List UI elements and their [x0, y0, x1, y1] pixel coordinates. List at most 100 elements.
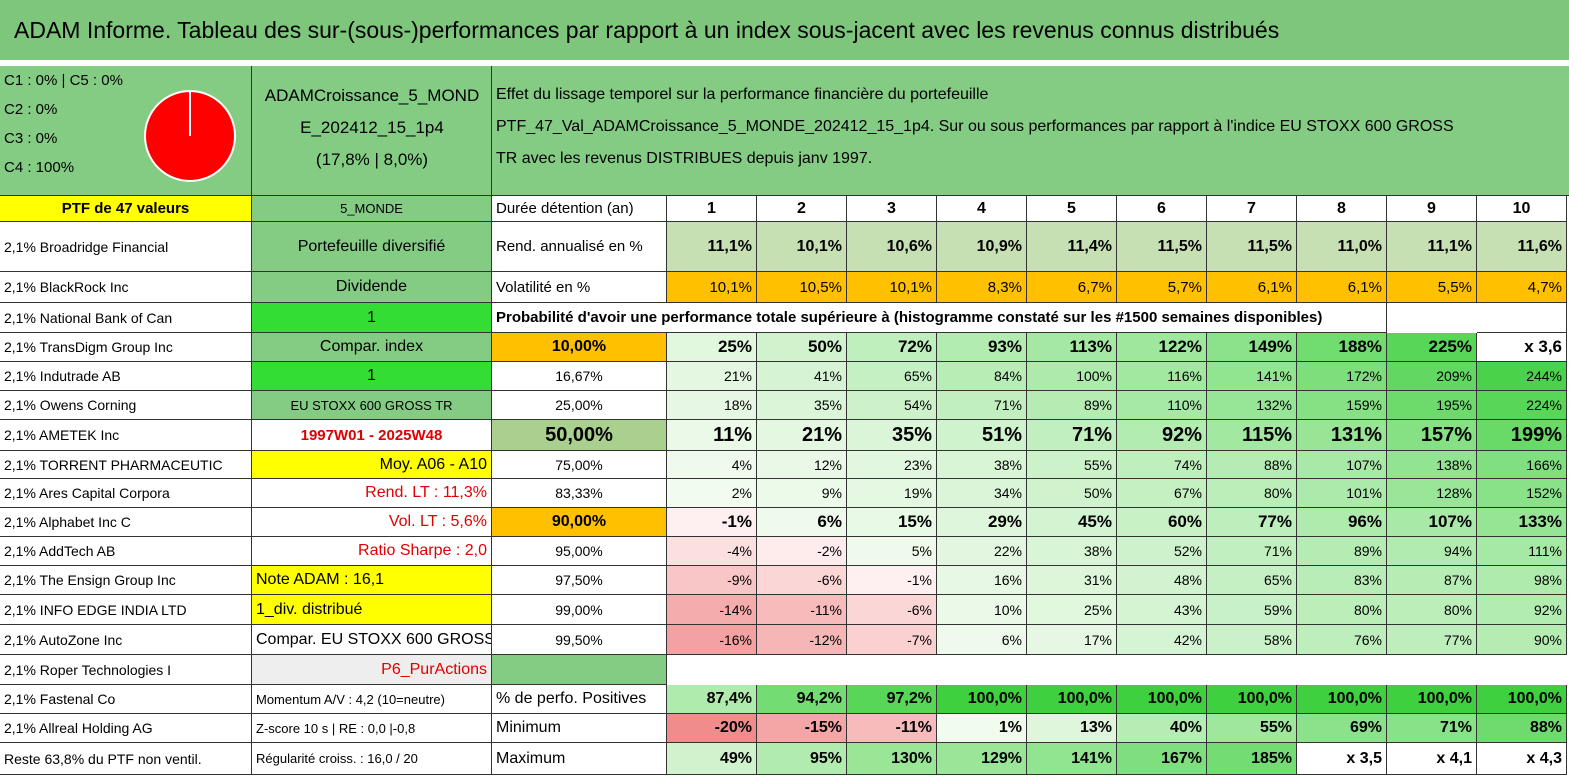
probability-value: 59% — [1207, 595, 1297, 625]
row-label: Durée détention (an) — [492, 196, 667, 222]
probability-value: 50% — [1027, 479, 1117, 508]
return-value: 11,0% — [1297, 222, 1387, 272]
probability-value: 35% — [847, 420, 937, 451]
year-header: 2 — [757, 196, 847, 222]
probability-value: 100% — [1027, 362, 1117, 391]
probability-value: 77% — [1387, 625, 1477, 655]
maximum-value: 95% — [757, 743, 847, 775]
volatility-value: 10,1% — [847, 272, 937, 303]
probability-value: 88% — [1207, 451, 1297, 479]
year-header: 3 — [847, 196, 937, 222]
maximum-value: 167% — [1117, 743, 1207, 775]
holding-name: 2,1% TORRENT PHARMACEUTIC — [0, 451, 252, 479]
threshold: 83,33% — [492, 479, 667, 508]
allocation-line: C3 : 0% — [4, 130, 58, 147]
probability-value: 122% — [1117, 333, 1207, 362]
minimum-value: 71% — [1387, 714, 1477, 743]
probability-value: 72% — [847, 333, 937, 362]
probability-value: 166% — [1477, 451, 1567, 479]
probability-value: -2% — [757, 537, 847, 566]
minimum-value: 1% — [937, 714, 1027, 743]
probability-value: 188% — [1297, 333, 1387, 362]
positive-value: 100,0% — [1297, 685, 1387, 714]
probability-value: 131% — [1297, 420, 1387, 451]
holding-name: Reste 63,8% du PTF non ventil. — [0, 743, 252, 775]
probability-value: 152% — [1477, 479, 1567, 508]
minimum-value: -15% — [757, 714, 847, 743]
description-line: TR avec les revenus DISTRIBUES depuis ja… — [496, 150, 873, 167]
year-header: 8 — [1297, 196, 1387, 222]
volatility-value: 10,5% — [757, 272, 847, 303]
side-info: 1997W01 - 2025W48 — [252, 420, 492, 451]
volatility-value: 6,7% — [1027, 272, 1117, 303]
probability-value: 51% — [937, 420, 1027, 451]
positive-value: 94,2% — [757, 685, 847, 714]
probability-value: 159% — [1297, 391, 1387, 420]
holding-name: 2,1% AMETEK Inc — [0, 420, 252, 451]
row-label: Minimum — [492, 714, 667, 743]
volatility-value: 8,3% — [937, 272, 1027, 303]
side-info: 1 — [252, 303, 492, 333]
threshold: 75,00% — [492, 451, 667, 479]
probability-value: -7% — [847, 625, 937, 655]
allocation-line: C2 : 0% — [4, 101, 58, 118]
probability-value: 9% — [757, 479, 847, 508]
side-info: Ratio Sharpe : 2,0 — [252, 537, 492, 566]
probability-value: 244% — [1477, 362, 1567, 391]
description-cell — [492, 66, 1569, 196]
side-info: EU STOXX 600 GROSS TR — [252, 391, 492, 420]
row-label: Volatilité en % — [492, 272, 667, 303]
probability-value: 92% — [1117, 420, 1207, 451]
positive-value: 100,0% — [1027, 685, 1117, 714]
probability-value: 90% — [1477, 625, 1567, 655]
probability-value: 4% — [667, 451, 757, 479]
year-header: 1 — [667, 196, 757, 222]
volatility-value: 5,5% — [1387, 272, 1477, 303]
probability-value: 110% — [1117, 391, 1207, 420]
maximum-value: 130% — [847, 743, 937, 775]
holding-name: 2,1% INFO EDGE INDIA LTD — [0, 595, 252, 625]
title: ADAM Informe. Tableau des sur-(sous-)per… — [14, 17, 1280, 43]
return-value: 10,9% — [937, 222, 1027, 272]
probability-value: 77% — [1207, 508, 1297, 537]
empty-cell — [492, 655, 667, 685]
side-info: 1_div. distribué — [252, 595, 492, 625]
probability-value: 15% — [847, 508, 937, 537]
return-value: 11,6% — [1477, 222, 1567, 272]
positive-value: 100,0% — [937, 685, 1027, 714]
allocation-line: C1 : 0% | C5 : 0% — [4, 72, 123, 89]
probability-value: 98% — [1477, 566, 1567, 595]
probability-value: 18% — [667, 391, 757, 420]
side-info: Régularité croiss. : 16,0 / 20 — [252, 743, 492, 775]
probability-value: 50% — [757, 333, 847, 362]
volatility-value: 10,1% — [667, 272, 757, 303]
probability-value: 52% — [1117, 537, 1207, 566]
probability-value: 42% — [1117, 625, 1207, 655]
probability-value: 25% — [667, 333, 757, 362]
probability-value: 133% — [1477, 508, 1567, 537]
probability-value: 41% — [757, 362, 847, 391]
probability-value: 101% — [1297, 479, 1387, 508]
threshold: 50,00% — [492, 420, 667, 451]
probability-value: 157% — [1387, 420, 1477, 451]
probability-value: 115% — [1207, 420, 1297, 451]
positive-value: 100,0% — [1207, 685, 1297, 714]
probability-value: 58% — [1207, 625, 1297, 655]
volatility-value: 6,1% — [1207, 272, 1297, 303]
probability-value: 21% — [757, 420, 847, 451]
empty-cell — [1477, 303, 1567, 333]
probability-value: 107% — [1387, 508, 1477, 537]
probability-value: -1% — [667, 508, 757, 537]
probability-value: -1% — [847, 566, 937, 595]
holding-name: 2,1% The Ensign Group Inc — [0, 566, 252, 595]
year-header: 6 — [1117, 196, 1207, 222]
probability-value: -9% — [667, 566, 757, 595]
probability-title: Probabilité d'avoir une performance tota… — [492, 303, 1387, 333]
positive-value: 97,2% — [847, 685, 937, 714]
side-info: Dividende — [252, 272, 492, 303]
probability-value: -6% — [847, 595, 937, 625]
return-value: 10,1% — [757, 222, 847, 272]
minimum-value: 55% — [1207, 714, 1297, 743]
return-value: 11,5% — [1207, 222, 1297, 272]
probability-value: 19% — [847, 479, 937, 508]
